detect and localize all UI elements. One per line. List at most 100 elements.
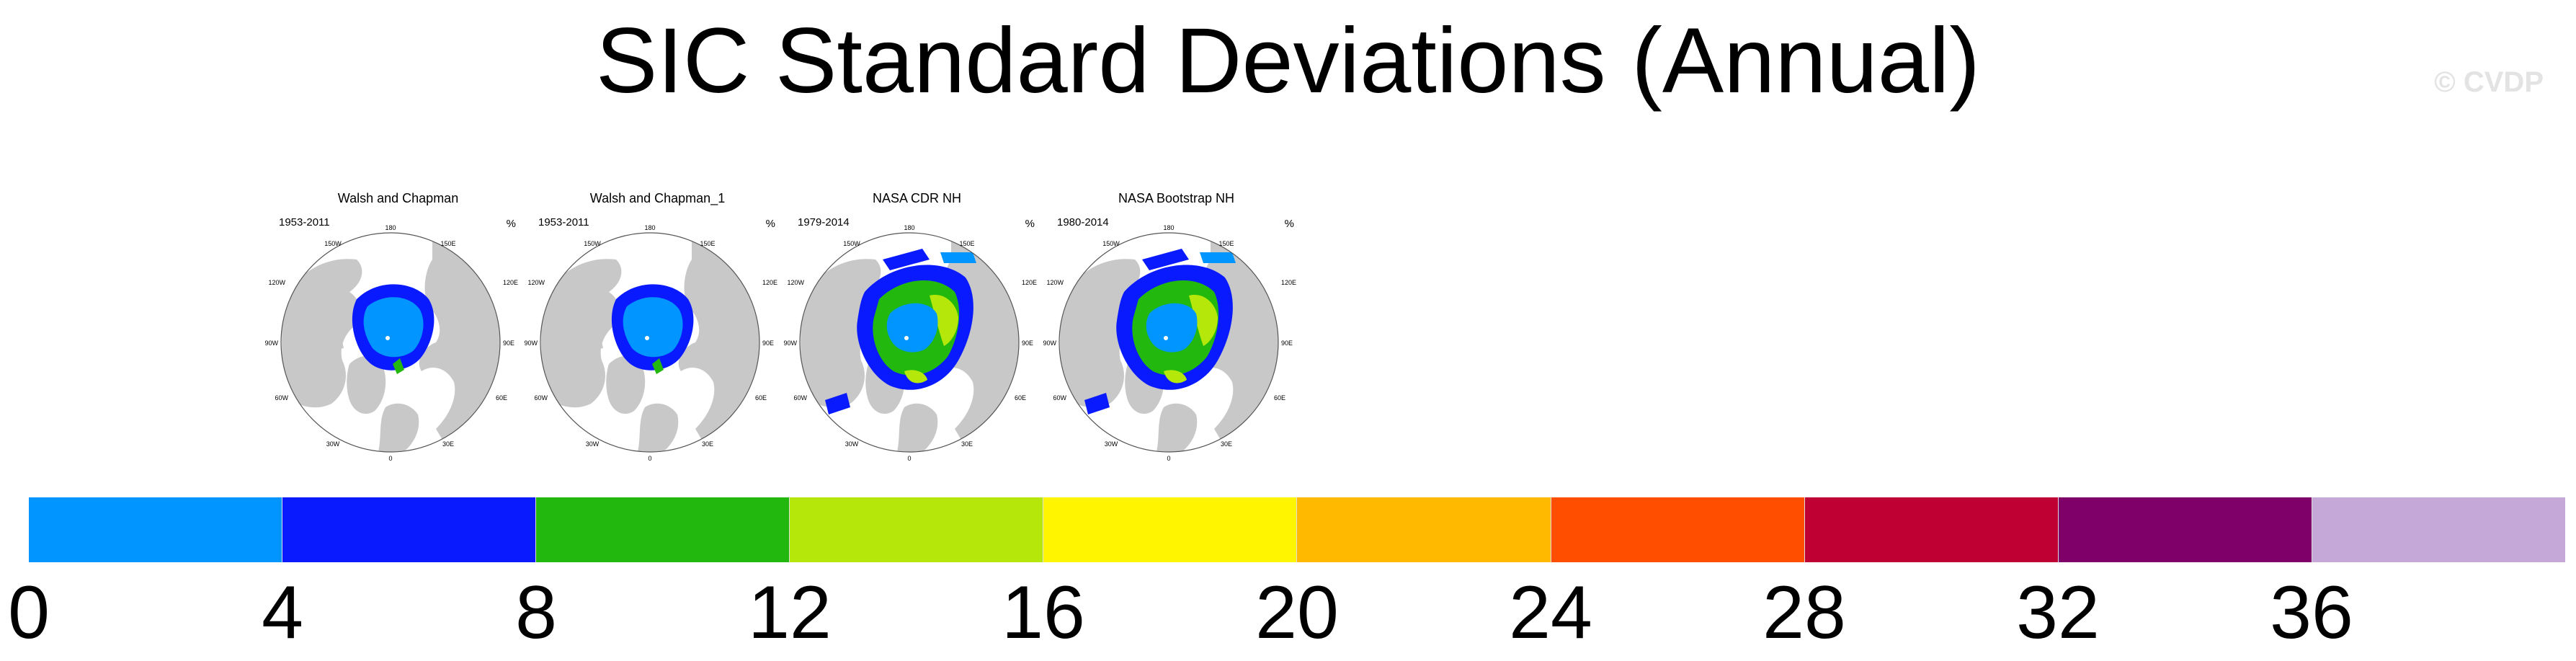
panel-period: 1980-2014 xyxy=(1057,216,1109,229)
colorbar-tick-label: 12 xyxy=(748,571,832,655)
colorbar-tick-label: 36 xyxy=(2270,571,2353,655)
graticule-label: 120E xyxy=(503,279,518,286)
map-boundary xyxy=(1059,232,1279,453)
graticule-label: 60W xyxy=(275,394,288,402)
graticule-label: 90E xyxy=(503,340,514,347)
colorbar-tick-label: 20 xyxy=(1255,571,1339,655)
graticule-label: 30E xyxy=(961,440,973,448)
north-america-landmass xyxy=(282,259,362,408)
graticule-label: 60W xyxy=(1053,394,1066,402)
graticule-label: 150W xyxy=(843,240,860,247)
panel-period: 1953-2011 xyxy=(538,216,589,229)
graticule-label: 0 xyxy=(907,455,911,462)
graticule-label: 150W xyxy=(584,240,601,247)
graticule-label: 150W xyxy=(1102,240,1120,247)
panel-title: NASA Bootstrap NH xyxy=(1118,191,1235,205)
map-boundary xyxy=(799,232,1020,453)
north-america-landmass xyxy=(801,259,881,408)
graticule-label: 150E xyxy=(959,240,974,247)
colorbar-box xyxy=(29,497,283,562)
colorbar-tick-label: 24 xyxy=(1509,571,1592,655)
graticule-label: 180 xyxy=(1163,224,1174,231)
colorbar-box xyxy=(536,497,790,562)
graticule-label: 90W xyxy=(524,340,538,347)
graticule-label: 120W xyxy=(527,279,545,286)
graticule-label: 60E xyxy=(1015,394,1026,402)
panel-title: NASA CDR NH xyxy=(872,191,962,205)
graticule-label: 150E xyxy=(1218,240,1234,247)
graticule-label: 30E xyxy=(702,440,713,448)
greenland-landmass xyxy=(347,355,386,414)
map-boundary xyxy=(540,232,760,453)
panel-unit: % xyxy=(765,218,775,230)
colorbar-tick-label: 32 xyxy=(2016,571,2100,655)
sea-ice-field xyxy=(825,249,976,414)
colorbar-box xyxy=(1043,497,1298,562)
graticule-label: 120W xyxy=(268,279,285,286)
graticule-label: 30E xyxy=(442,440,454,448)
graticule-label: 30E xyxy=(1221,440,1232,448)
colorbar-tick-label: 8 xyxy=(515,571,557,655)
graticule-label: 30W xyxy=(586,440,600,448)
graticule-label: 120E xyxy=(1022,279,1037,286)
colorbar-labels: 0 4 8 12 16 20 24 28 32 36 xyxy=(0,569,2576,656)
graticule-label: 90W xyxy=(1043,340,1056,347)
eurasia-landmass xyxy=(678,241,759,447)
map-panel: NASA Bootstrap NH 1980-2014% 180 150W 150E 12… xyxy=(1043,191,1297,462)
panel-title: Walsh and Chapman xyxy=(337,191,459,205)
colorbar-tick-label: 0 xyxy=(8,571,50,655)
map-panel: Walsh and Chapman_1 1953-2011% 180 150W 150E… xyxy=(524,191,778,462)
graticule-label: 90E xyxy=(1022,340,1033,347)
figure-title: SIC Standard Deviations (Annual) xyxy=(596,9,1980,112)
colorbar-box xyxy=(2312,497,2565,562)
sea-ice-field xyxy=(1084,249,1236,414)
graticule-label: 60W xyxy=(793,394,807,402)
north-america-landmass xyxy=(541,259,622,408)
graticule-label: 0 xyxy=(648,455,651,462)
sea-ice-field xyxy=(611,284,694,374)
colorbar-tick-label: 28 xyxy=(1762,571,1846,655)
panel-period: 1979-2014 xyxy=(798,216,850,229)
panel-unit: % xyxy=(506,218,516,230)
colorbar-box xyxy=(282,497,537,562)
panel-unit: % xyxy=(1025,218,1035,230)
map-boundary xyxy=(280,232,501,453)
graticule-label: 0 xyxy=(388,455,392,462)
graticule-label: 180 xyxy=(904,224,914,231)
sea-ice-field xyxy=(352,284,434,374)
colorbar-tick-label: 16 xyxy=(1002,571,1085,655)
panel-period: 1953-2011 xyxy=(279,216,330,229)
graticule-label: 60E xyxy=(1274,394,1285,402)
panel-title: Walsh and Chapman_1 xyxy=(589,191,726,205)
map-panel: NASA CDR NH 1979-2014% 180 150W 150E 120W 120E… xyxy=(783,191,1038,462)
eurasia-landmass xyxy=(419,241,500,447)
graticule-label: 90W xyxy=(783,340,797,347)
graticule-label: 90W xyxy=(264,340,278,347)
graticule-label: 30W xyxy=(326,440,340,448)
graticule-label: 0 xyxy=(1167,455,1170,462)
greenland-landmass xyxy=(606,355,646,414)
polar-map: 180 150W 150E 120W 120E 90W 90E 60W 60E 30W 30E 0 xyxy=(524,224,777,462)
graticule-label: 120W xyxy=(1046,279,1064,286)
north-america-landmass xyxy=(1060,259,1141,408)
graticule-label: 120E xyxy=(1281,279,1296,286)
graticule-label: 60E xyxy=(496,394,507,402)
graticule-label: 60W xyxy=(534,394,548,402)
graticule-label: 150E xyxy=(700,240,715,247)
graticule-label: 180 xyxy=(385,224,396,231)
graticule-label: 150E xyxy=(440,240,455,247)
colorbar-box xyxy=(790,497,1044,562)
graticule-label: 90E xyxy=(1281,340,1293,347)
graticule-label: 120E xyxy=(762,279,777,286)
polar-map: 180 150W 150E 120W 120E 90W 90E 60W 60E 30W 30E 0 xyxy=(783,224,1037,462)
polar-map: 180 150W 150E 120W 120E 90W 90E 60W 60E 30W 30E 0 xyxy=(1043,224,1296,462)
map-panel: Walsh and Chapman 1953-2011% 180 150W 150E 12… xyxy=(264,191,519,462)
colorbar xyxy=(29,497,2565,562)
graticule-label: 90E xyxy=(762,340,774,347)
polar-map: 180 150W 150E 120W 120E 90W 90E 60W 60E 30W 30E 0 xyxy=(264,224,518,462)
colorbar-box xyxy=(2058,497,2312,562)
graticule-label: 180 xyxy=(644,224,655,231)
graticule-label: 30W xyxy=(1105,440,1118,448)
panel-unit: % xyxy=(1284,218,1294,230)
graticule-label: 60E xyxy=(755,394,767,402)
